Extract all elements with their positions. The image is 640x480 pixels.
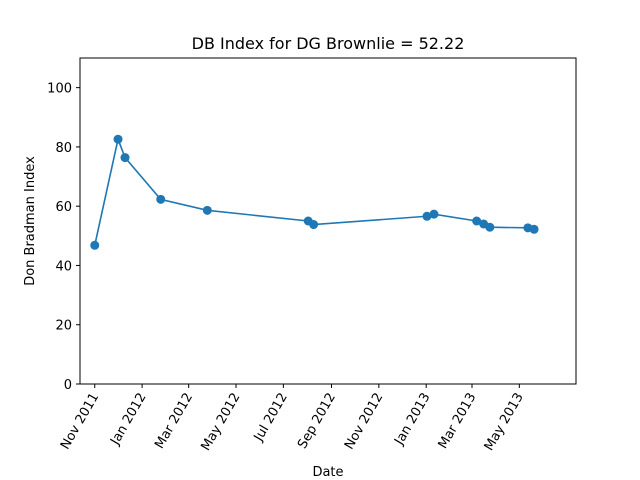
data-point (529, 224, 539, 234)
data-point (472, 216, 482, 226)
x-axis-label: Date (312, 465, 343, 480)
x-tick-label: Nov 2011 (58, 391, 102, 453)
x-tick-label: Sep 2012 (295, 391, 339, 452)
y-tick-label: 0 (64, 378, 72, 393)
data-point (422, 211, 432, 221)
y-tick-label: 40 (55, 259, 72, 274)
data-point (202, 205, 212, 215)
data-point (90, 240, 100, 250)
x-tick-label: Jul 2012 (251, 391, 291, 445)
x-tick-label: May 2013 (482, 391, 527, 454)
x-tick-label: Mar 2012 (152, 391, 196, 452)
data-point (429, 209, 439, 219)
data-point (309, 220, 319, 230)
y-tick-label: 100 (47, 82, 72, 97)
chart-title: DB Index for DG Brownlie = 52.22 (192, 34, 465, 53)
x-tick-label: Mar 2013 (436, 391, 480, 452)
y-tick-label: 80 (55, 141, 72, 156)
x-tick-label: Nov 2012 (342, 391, 386, 453)
x-tick-label: May 2012 (198, 391, 243, 454)
data-point (485, 222, 495, 232)
y-axis-label: Don Bradman Index (23, 156, 38, 286)
y-tick-label: 60 (55, 200, 72, 215)
y-tick-label: 20 (55, 319, 72, 334)
data-point (113, 134, 123, 144)
plot-frame (79, 57, 577, 385)
x-tick-label: Jan 2013 (392, 391, 434, 449)
data-point (120, 153, 130, 163)
x-tick-label: Jan 2012 (107, 391, 149, 449)
series-line (93, 136, 535, 246)
data-point (156, 194, 166, 204)
